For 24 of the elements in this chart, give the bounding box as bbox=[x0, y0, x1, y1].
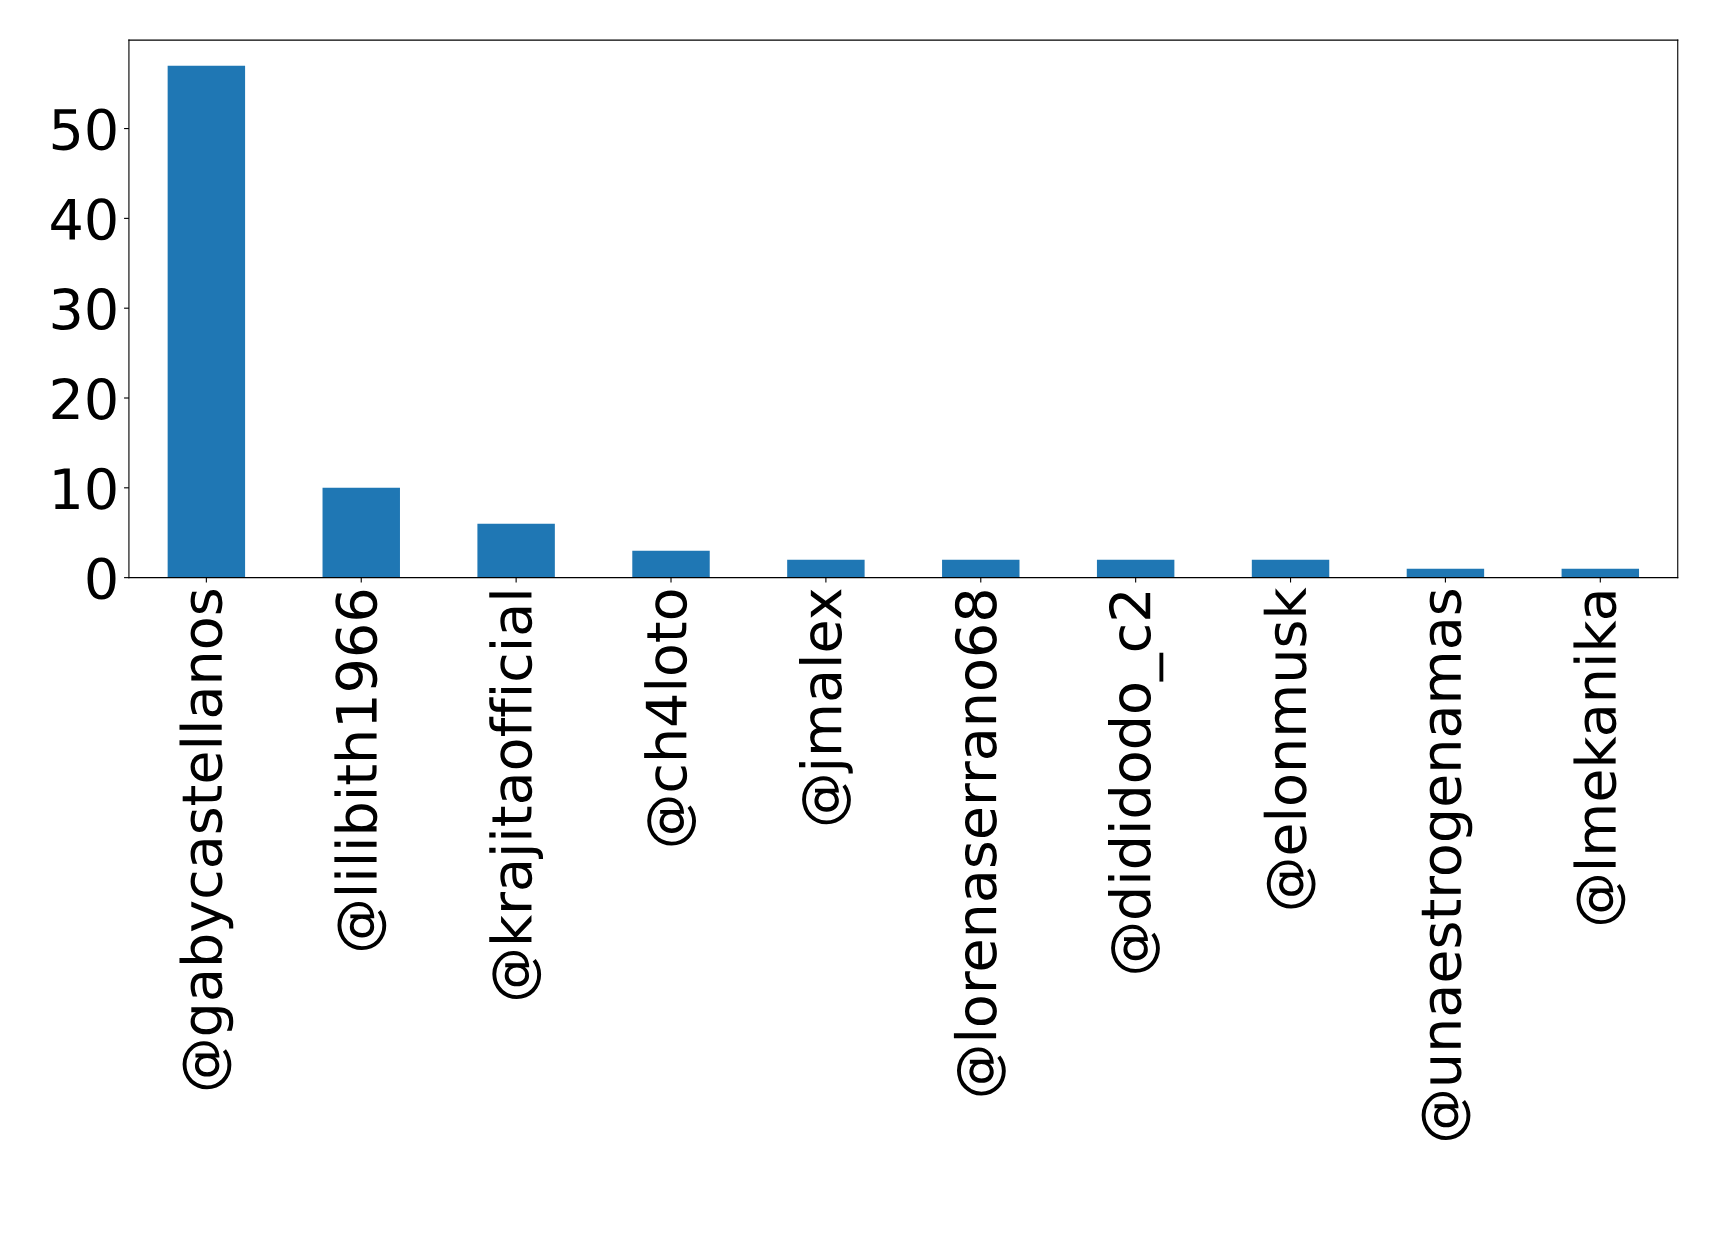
x-tick-label: @elonmusk bbox=[1263, 587, 1316, 909]
x-tick-label: @lilibith1966 bbox=[334, 590, 387, 951]
bar bbox=[942, 559, 1020, 578]
bar bbox=[1096, 559, 1175, 578]
y-tick-label: 20 bbox=[52, 377, 116, 420]
bar bbox=[787, 559, 865, 578]
y-tick-label: 40 bbox=[51, 198, 116, 241]
bar bbox=[477, 523, 555, 578]
x-tick-label: @gabycastellanos bbox=[179, 590, 234, 1090]
y-tick-label: 30 bbox=[52, 288, 116, 331]
y-tick-label: 10 bbox=[54, 467, 116, 510]
bar bbox=[167, 65, 246, 578]
x-tick-label: @jmalex bbox=[799, 589, 853, 825]
x-tick-label: @ch4loto bbox=[644, 590, 696, 846]
x-tick-label: @lorenaserrano68 bbox=[953, 591, 1006, 1096]
x-tick-label: @dididodo_c2 bbox=[1108, 592, 1164, 973]
bar bbox=[632, 550, 710, 578]
y-tick-label: 0 bbox=[87, 557, 116, 600]
x-tick-label: @lmekanika bbox=[1573, 592, 1626, 925]
x-tick-label: @krajitaofficial bbox=[489, 592, 544, 999]
x-tick-label: @unaestrogenamas bbox=[1421, 590, 1473, 1140]
bar bbox=[322, 487, 400, 578]
bar bbox=[1251, 559, 1330, 578]
y-tick-label: 50 bbox=[52, 108, 116, 151]
